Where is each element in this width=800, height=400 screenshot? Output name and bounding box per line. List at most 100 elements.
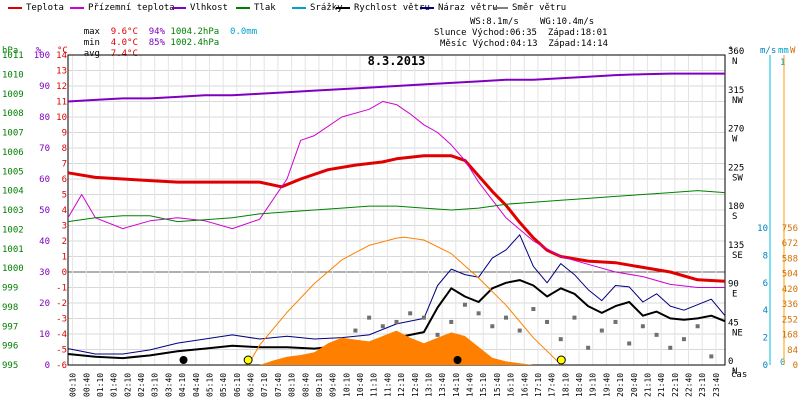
wind-direction-tick-value: 360 — [728, 47, 744, 57]
legend-label: Přízemní teplota — [88, 3, 175, 13]
x-tick-label: 01:40 — [110, 373, 119, 397]
solar-tick-label: 0 — [793, 361, 798, 371]
wind-speed-tick-label: 0 — [763, 361, 768, 371]
x-tick-label: 14:40 — [466, 373, 475, 397]
sun-label: Slunce — [434, 28, 467, 38]
temperature-tick-label: 2 — [62, 237, 67, 247]
x-tick-label: 04:40 — [192, 373, 201, 397]
wind-direction-tick-label: N — [732, 367, 737, 377]
humidity-tick-label: 40 — [39, 237, 50, 247]
x-tick-label: 09:40 — [329, 373, 338, 397]
x-tick-label: 20:40 — [630, 373, 639, 397]
humidity-tick-label: 50 — [39, 206, 50, 216]
humidity-tick-label: 70 — [39, 144, 50, 154]
legend-item: Rychlost větru — [336, 3, 430, 13]
humidity-tick-label: 60 — [39, 175, 50, 185]
x-tick-label: 07:10 — [260, 373, 269, 397]
temperature-tick-label: 7 — [62, 160, 67, 170]
wind-direction-tick-value: 0 — [728, 357, 733, 367]
axis-unit-pct: % — [36, 46, 42, 56]
wind-direction-tick-label: W — [732, 135, 738, 145]
sunset-time: Západ:18:01 — [547, 28, 608, 38]
wind-direction-point — [558, 337, 563, 342]
x-tick-label: 00:40 — [82, 373, 91, 397]
x-tick-label: 21:40 — [657, 373, 666, 397]
axis-unit-w: W — [790, 46, 796, 56]
moon-info-row: Měsíc Východ:04:13 Západ:14:14 — [440, 39, 608, 49]
axis-unit-ms: m/s — [760, 46, 776, 56]
temperature-tick-label: 8 — [62, 144, 67, 154]
stats-max-rain: 0.0mm — [230, 27, 258, 37]
wind-speed-tick-label: 2 — [763, 334, 768, 344]
wind-direction-point — [353, 328, 358, 333]
stats-min-label: min — [83, 38, 100, 48]
moonset-marker — [453, 356, 462, 364]
temperature-tick-label: 6 — [62, 175, 67, 185]
pressure-tick-label: 1011 — [2, 51, 24, 61]
wind-direction-point — [572, 315, 577, 320]
x-tick-label: 02:40 — [137, 373, 146, 397]
wind-direction-point — [709, 354, 714, 359]
pressure-tick-label: 999 — [2, 284, 18, 294]
temperature-tick-label: 3 — [62, 222, 67, 232]
sun-info-row: Slunce Východ:06:35 Západ:18:01 — [434, 28, 607, 38]
wind-direction-tick-value: 135 — [728, 241, 744, 251]
wind-direction-tick-value: 315 — [728, 86, 744, 96]
legend-swatch — [292, 7, 306, 9]
x-tick-label: 05:40 — [219, 373, 228, 397]
legend-swatch — [494, 7, 508, 9]
legend-label: Teplota — [26, 3, 64, 13]
x-tick-label: 12:40 — [411, 373, 420, 397]
temperature-tick-label: 10 — [56, 113, 67, 123]
wind-direction-tick-label: N — [732, 57, 737, 67]
pressure-tick-label: 995 — [2, 361, 18, 371]
pressure-tick-label: 1007 — [2, 129, 24, 139]
stats-min-temp: 4.0°C — [110, 38, 138, 48]
wind-direction-point — [504, 315, 508, 320]
pressure-tick-label: 1006 — [2, 148, 24, 158]
solar-tick-label: 588 — [782, 254, 798, 264]
stats-avg-row: avg 7.4°C — [62, 39, 138, 69]
pressure-tick-label: 1002 — [2, 225, 24, 235]
rain-tick-label: 1 — [780, 58, 785, 68]
wind-direction-tick-label: NE — [732, 328, 743, 338]
legend-label: Náraz větru — [438, 3, 498, 13]
temperature-tick-label: 12 — [56, 82, 67, 92]
series-line — [67, 154, 726, 283]
stats-max-hum: 94% — [148, 27, 165, 37]
legend-swatch — [420, 7, 434, 9]
legend-label: Rychlost větru — [354, 3, 430, 13]
stats-max-label: max — [83, 27, 100, 37]
x-tick-label: 20:10 — [616, 373, 625, 397]
pressure-tick-label: 1004 — [2, 187, 24, 197]
pressure-tick-label: 1000 — [2, 264, 24, 274]
temperature-tick-label: -3 — [56, 315, 67, 325]
chart-title: 8.3.2013 — [368, 54, 426, 68]
wind-direction-tick-value: 90 — [728, 280, 739, 290]
legend-item: Náraz větru — [420, 3, 498, 13]
wind-direction-point — [421, 315, 426, 320]
pressure-tick-label: 997 — [2, 322, 18, 332]
x-tick-label: 04:10 — [178, 373, 187, 397]
x-tick-label: 11:40 — [383, 373, 392, 397]
x-tick-label: 17:10 — [534, 373, 543, 397]
x-tick-label: 19:10 — [589, 373, 598, 397]
x-tick-label: 16:40 — [520, 373, 529, 397]
solar-tick-label: 420 — [782, 285, 798, 295]
humidity-tick-label: 0 — [45, 361, 50, 371]
legend-item: Přízemní teplota — [70, 3, 175, 13]
x-tick-label: 13:10 — [424, 373, 433, 397]
wind-direction-tick-value: 225 — [728, 163, 744, 173]
moonrise-time: Východ:04:13 — [472, 39, 538, 49]
stats-max-row: max 9.6°C 94% 1004.2hPa 0.0mm — [62, 17, 257, 47]
wind-direction-point — [462, 302, 467, 307]
x-tick-label: 05:10 — [205, 373, 214, 397]
stats-min-press: 1002.4hPa — [170, 38, 220, 48]
x-tick-label: 22:10 — [671, 373, 680, 397]
stats-min-hum: 85% — [148, 38, 165, 48]
legend-swatch — [70, 7, 84, 9]
series-line — [67, 234, 726, 355]
wind-direction-tick-label: SE — [732, 251, 743, 261]
series-line — [67, 190, 726, 223]
pressure-tick-label: 1010 — [2, 70, 24, 80]
